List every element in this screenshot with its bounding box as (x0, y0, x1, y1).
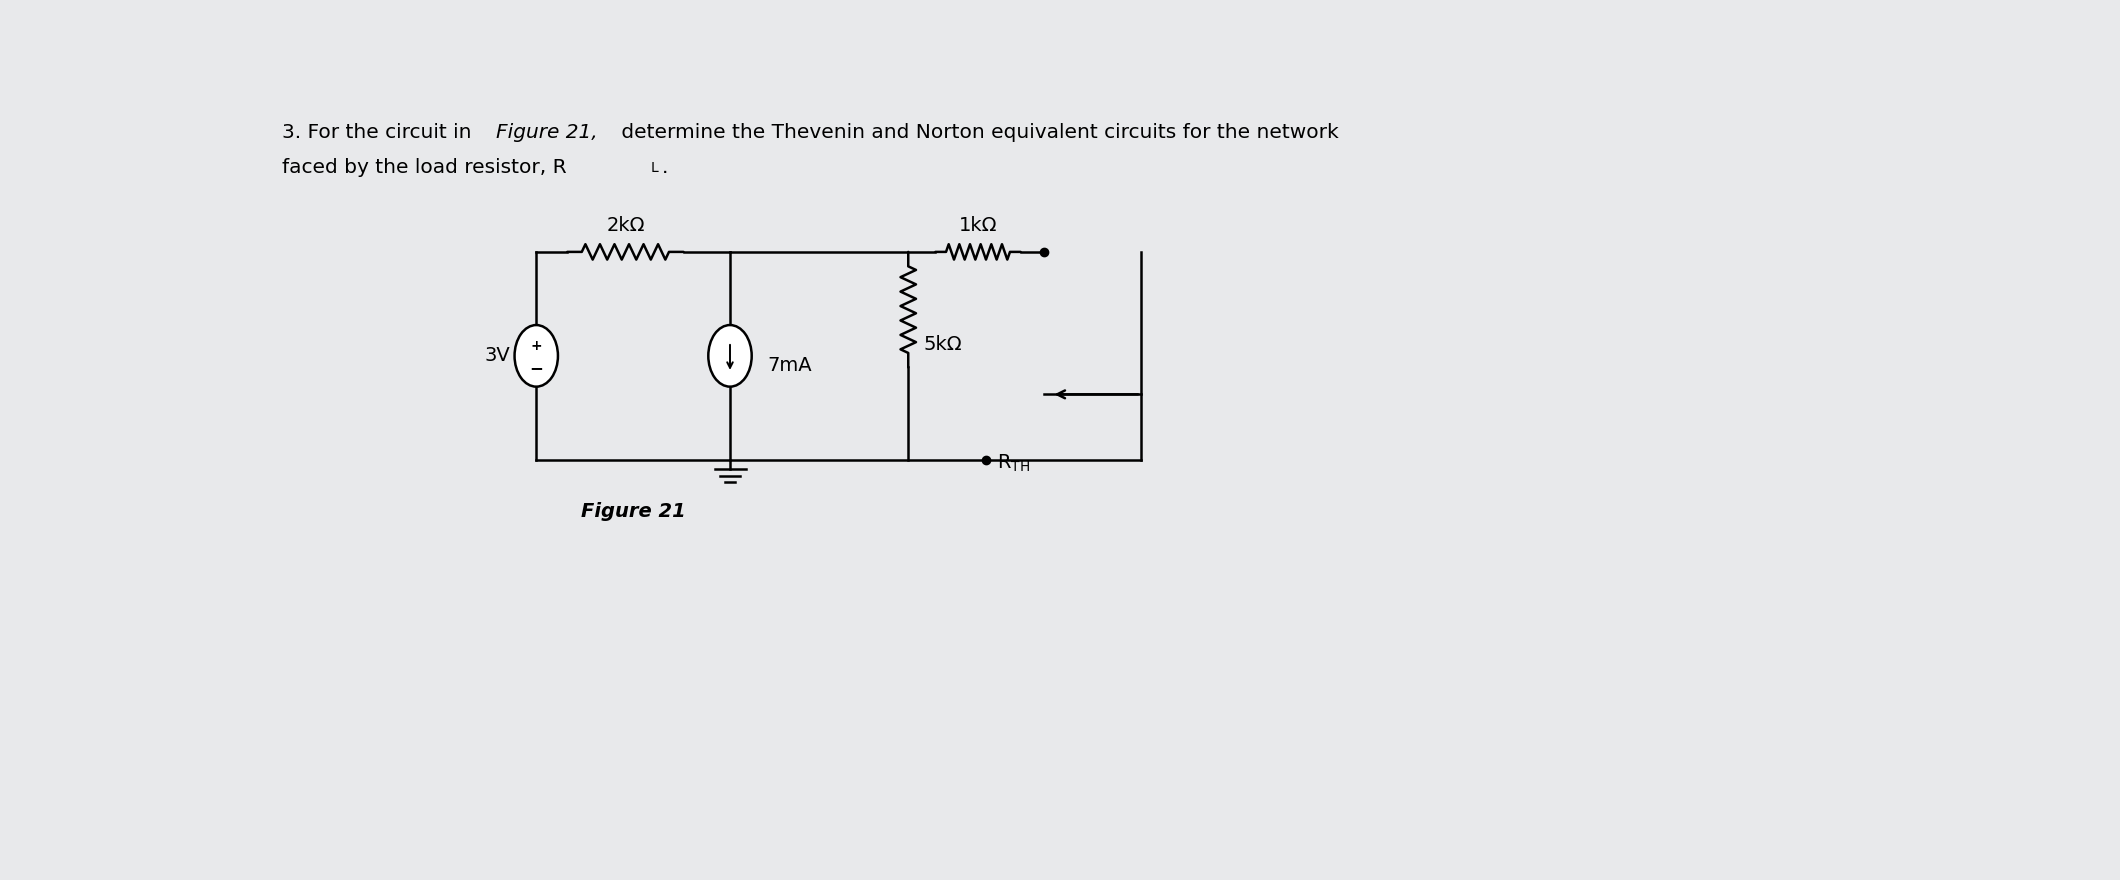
Text: L: L (651, 161, 657, 175)
Text: −: − (530, 359, 543, 378)
Text: 5kΩ: 5kΩ (924, 334, 962, 354)
Text: Figure 21: Figure 21 (581, 502, 685, 521)
Text: 2kΩ: 2kΩ (606, 216, 644, 235)
Text: determine the Thevenin and Norton equivalent circuits for the network: determine the Thevenin and Norton equiva… (615, 122, 1340, 142)
Text: .: . (661, 158, 668, 177)
Text: +: + (530, 339, 543, 353)
Ellipse shape (515, 325, 558, 386)
Text: Figure 21,: Figure 21, (496, 122, 598, 142)
Text: R$_{\mathregular{TH}}$: R$_{\mathregular{TH}}$ (996, 453, 1030, 474)
Text: 3. For the circuit in: 3. For the circuit in (282, 122, 477, 142)
Text: 3V: 3V (485, 347, 511, 365)
Text: 1kΩ: 1kΩ (958, 216, 996, 235)
Text: faced by the load resistor, R: faced by the load resistor, R (282, 158, 566, 177)
Text: 7mA: 7mA (767, 356, 812, 375)
Ellipse shape (708, 325, 753, 386)
